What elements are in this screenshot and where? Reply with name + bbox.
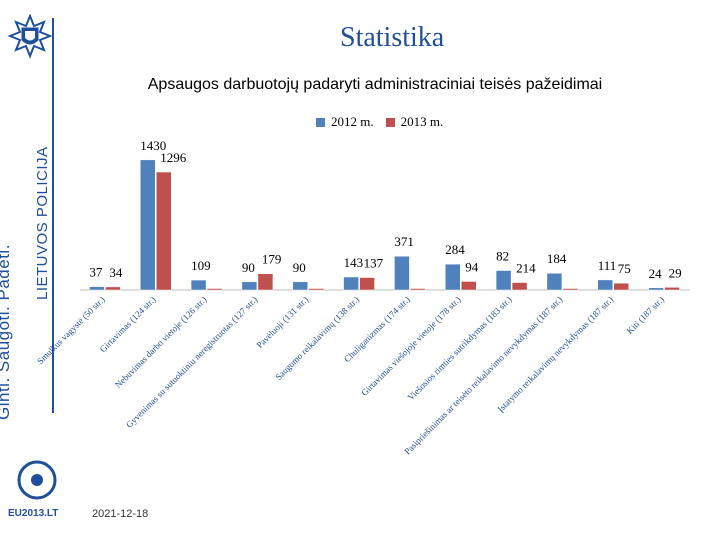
chart-legend: 2012 m. 2013 m. [316, 114, 443, 130]
category-label: Girtavimas viešojoje vietoje (178 str.) [359, 294, 462, 397]
side-divider [52, 18, 54, 413]
data-label: 82 [496, 249, 509, 264]
bar-2012 [648, 287, 664, 291]
police-emblem-icon [8, 14, 52, 59]
data-label: 184 [547, 251, 567, 266]
data-label: 111 [598, 258, 617, 273]
bar-2012 [292, 281, 308, 291]
category-label: Viešosios rimties sutrikdymas (183 str.) [406, 294, 514, 402]
data-label: 137 [364, 256, 384, 271]
bar-2012 [89, 286, 105, 291]
legend-label-2013: 2013 m. [400, 114, 444, 129]
data-label: 284 [445, 242, 465, 257]
bar-2013 [105, 286, 121, 291]
bar-2013 [613, 282, 629, 291]
legend-label-2012: 2012 m. [331, 114, 374, 129]
bar-2012 [190, 279, 207, 291]
data-label: 29 [669, 265, 682, 280]
data-label: 143 [344, 255, 364, 270]
data-label: 179 [262, 252, 282, 267]
data-label: 75 [618, 261, 631, 276]
bar-2013 [664, 287, 680, 291]
legend-swatch-2012 [316, 117, 325, 127]
category-label: Smulkus vagystė (50 str.) [35, 294, 107, 366]
legend-swatch-2013 [385, 117, 395, 127]
bar-2013 [461, 281, 477, 291]
data-label: 1296 [160, 150, 187, 165]
data-label: 90 [293, 260, 306, 275]
data-label: 109 [191, 258, 211, 273]
bar-2013 [206, 288, 223, 291]
bar-2012 [597, 279, 613, 291]
bar-2012 [343, 276, 359, 291]
date: 2021-12-18 [92, 508, 149, 520]
bar-2012 [445, 263, 461, 291]
category-label: Saugumo reikalavimų (138 str.) [273, 294, 361, 382]
bar-2013 [410, 288, 426, 291]
bar-2013 [359, 277, 375, 291]
category-label: Pavėluoji (131 str.) [254, 294, 310, 350]
data-label: 37 [89, 265, 103, 280]
bar-2012 [140, 159, 156, 291]
bar-2012 [546, 272, 563, 291]
bar-2013 [511, 282, 528, 291]
bar-2013 [257, 273, 274, 291]
eu-logo-icon [17, 460, 57, 500]
data-label: 214 [516, 261, 536, 276]
eu-logo-text: EU2013.LT [8, 508, 59, 519]
data-label: 90 [242, 260, 255, 275]
bar-2012 [495, 270, 512, 291]
data-label: 34 [109, 265, 123, 280]
bar-2012 [241, 281, 258, 291]
data-label: 24 [649, 266, 663, 281]
chart-title: Apsaugos darbuotojų padaryti administrac… [147, 76, 603, 93]
bar-2013 [308, 288, 324, 291]
page-title: Statistika [340, 22, 445, 53]
data-label: 1430 [140, 138, 166, 153]
category-label: Kiti (187 str.) [624, 294, 666, 336]
category-label: Įstatymo reikalavimų nevykdymas (187 str… [496, 294, 616, 414]
category-label: Nebuvimas darbo vietoje (126 str.) [113, 294, 209, 390]
bar-2013 [156, 171, 172, 291]
data-label: 371 [394, 234, 414, 249]
category-label: Girtavimas (124 str.) [98, 294, 158, 354]
bar-2012 [394, 255, 410, 291]
bar-2013 [562, 288, 579, 291]
data-label: 94 [465, 259, 479, 274]
